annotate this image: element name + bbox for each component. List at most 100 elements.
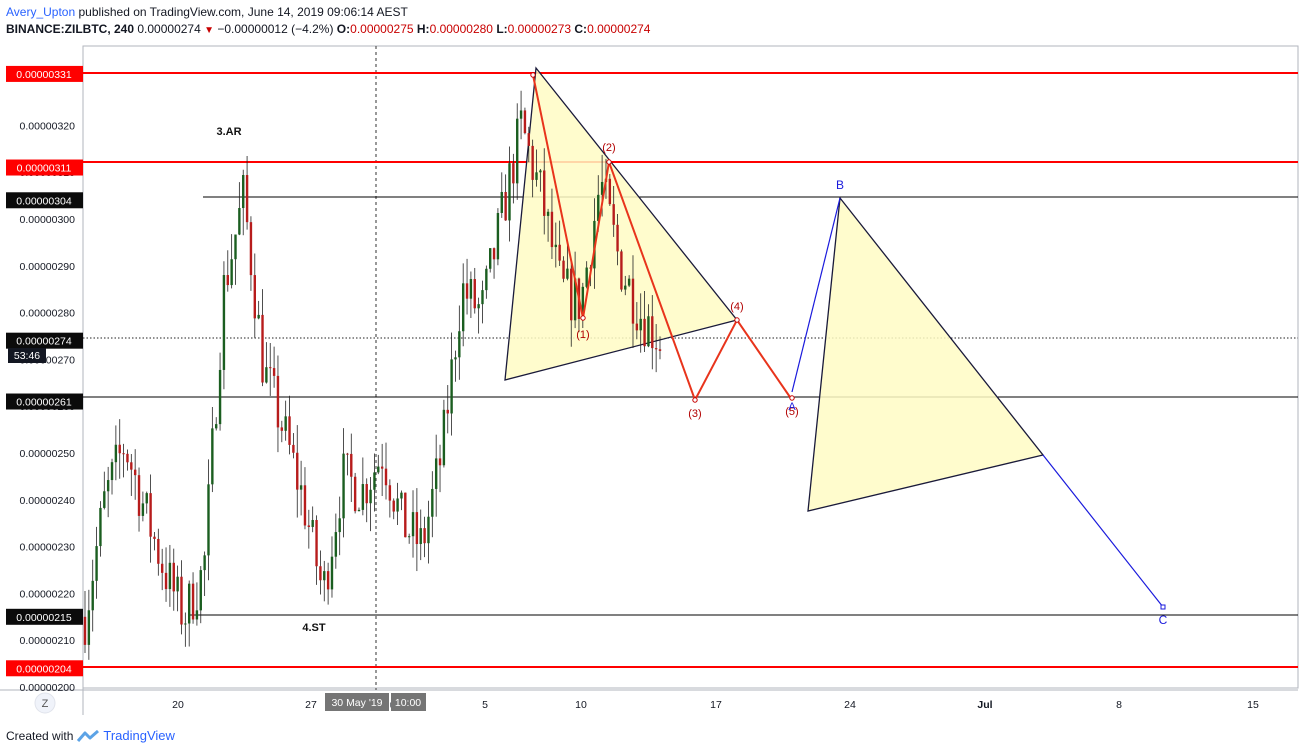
crosshair-time-label: 10:00 bbox=[395, 697, 421, 709]
triangle-pattern-1[interactable] bbox=[504, 66, 739, 381]
price-tick-label: 0.00000240 bbox=[20, 495, 76, 507]
wave-label-c: C bbox=[1159, 613, 1168, 627]
candle-body bbox=[485, 268, 488, 291]
candle-body bbox=[419, 528, 422, 545]
price-badge bbox=[6, 393, 83, 410]
candle-body bbox=[635, 323, 639, 331]
price-badge-label: 0.00000261 bbox=[16, 397, 72, 409]
candle-body bbox=[627, 278, 631, 286]
elliott-wave-path[interactable] bbox=[532, 74, 793, 403]
wave-label-2: (2) bbox=[602, 142, 615, 154]
wave-point-4[interactable] bbox=[734, 317, 740, 323]
candle-body bbox=[323, 571, 326, 581]
candle-body bbox=[245, 175, 249, 223]
candle-body bbox=[597, 194, 600, 221]
candle-body bbox=[473, 279, 476, 309]
candle-body bbox=[384, 468, 388, 486]
candle-body bbox=[191, 583, 195, 620]
price-tick-label: 0.00000280 bbox=[20, 308, 76, 320]
candle-body bbox=[303, 485, 307, 526]
price-tick-label: 0.00000220 bbox=[20, 588, 76, 600]
time-tick-label: 5 bbox=[482, 699, 488, 711]
tradingview-brand-link[interactable]: TradingView bbox=[103, 728, 175, 743]
candle-body bbox=[91, 580, 94, 611]
price-badge-label: 0.00000204 bbox=[16, 663, 72, 675]
candle-body bbox=[338, 518, 341, 533]
candle-body bbox=[469, 279, 473, 299]
candle-body bbox=[153, 536, 156, 539]
price-change: −0.00000012 (−4.2%) bbox=[217, 22, 334, 36]
candle-body bbox=[276, 375, 280, 428]
candle-body bbox=[211, 428, 214, 485]
candle-body bbox=[423, 528, 426, 544]
time-tick-label: 24 bbox=[844, 699, 856, 711]
candle-body bbox=[106, 480, 110, 492]
candle-body bbox=[535, 172, 538, 180]
candle-body bbox=[280, 427, 284, 431]
candle-body bbox=[334, 532, 338, 557]
price-axis: 0.00000200 0.00000210 0.00000220 0.00000230… bbox=[20, 120, 76, 694]
wave-label-1: (1) bbox=[576, 329, 589, 341]
bar-timer-badge bbox=[8, 348, 46, 363]
price-tick-label: 0.00000290 bbox=[20, 261, 76, 273]
wave-label-4: (4) bbox=[730, 301, 743, 313]
zoom-reset-button[interactable] bbox=[34, 692, 56, 714]
candle-body bbox=[481, 290, 484, 305]
candle-body bbox=[319, 566, 322, 581]
candle-body bbox=[207, 484, 210, 556]
point-c-marker[interactable] bbox=[1160, 604, 1166, 610]
candle-body bbox=[114, 444, 118, 463]
candle-body bbox=[647, 316, 650, 347]
candle-body bbox=[516, 118, 519, 184]
zoom-reset-icon[interactable]: Z bbox=[42, 698, 49, 710]
candle-body bbox=[438, 458, 442, 466]
wave-point-0[interactable] bbox=[530, 72, 536, 78]
candle-body bbox=[489, 248, 492, 269]
candle-body bbox=[299, 485, 303, 490]
candle-body bbox=[434, 458, 438, 489]
candle-body bbox=[554, 244, 558, 248]
author-link[interactable]: Avery_Upton bbox=[6, 5, 76, 19]
time-tick-label: 27 bbox=[305, 699, 317, 711]
candle-body bbox=[461, 283, 465, 332]
candle-body bbox=[624, 285, 627, 290]
time-tick-label: 10 bbox=[575, 699, 587, 711]
candle-body bbox=[651, 316, 654, 349]
label-3ar: 3.AR bbox=[216, 126, 241, 138]
candle-body bbox=[226, 275, 229, 286]
candle-body bbox=[257, 314, 260, 319]
open-value: 0.00000275 bbox=[350, 22, 414, 36]
price-badge-label: 0.00000311 bbox=[17, 163, 72, 175]
candle-body bbox=[238, 208, 241, 235]
candle-body bbox=[365, 484, 368, 504]
candle-body bbox=[388, 485, 392, 501]
candle-body bbox=[176, 576, 179, 592]
candle-body bbox=[392, 500, 395, 512]
candle-body bbox=[187, 583, 191, 624]
candle-body bbox=[496, 212, 500, 260]
candles bbox=[83, 90, 662, 660]
candle-body bbox=[311, 519, 314, 527]
candle-body bbox=[492, 248, 496, 260]
wave-point-3[interactable] bbox=[692, 397, 698, 403]
candle-body bbox=[550, 211, 554, 248]
crosshair-date-badge bbox=[325, 693, 389, 711]
footer: Created with TradingView bbox=[6, 728, 175, 743]
wave-point-5[interactable] bbox=[789, 395, 795, 401]
candle-body bbox=[643, 318, 646, 347]
wave-point-1[interactable] bbox=[580, 315, 586, 321]
abc-wave-bc[interactable] bbox=[1042, 454, 1164, 608]
down-arrow-icon: ▼ bbox=[204, 25, 215, 36]
candle-body bbox=[573, 278, 577, 321]
candle-body bbox=[407, 536, 411, 538]
candle-body bbox=[307, 525, 311, 527]
candle-body bbox=[539, 170, 542, 173]
candle-body bbox=[639, 318, 642, 331]
candle-body bbox=[172, 562, 175, 592]
candle-body bbox=[195, 610, 199, 620]
abc-wave-ab[interactable] bbox=[791, 197, 841, 393]
triangle-pattern-2[interactable] bbox=[807, 196, 1045, 512]
wave-point-2[interactable] bbox=[606, 159, 612, 165]
